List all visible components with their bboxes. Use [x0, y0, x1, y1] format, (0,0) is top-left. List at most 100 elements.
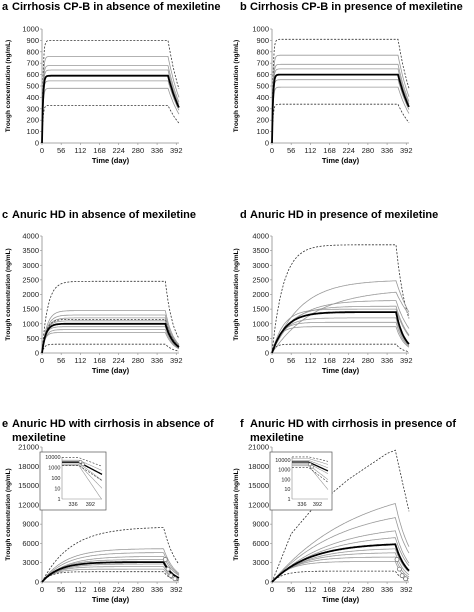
y-tick-label: 500 [256, 334, 269, 343]
x-tick-label: 280 [362, 585, 375, 594]
panel-title-continued: mexiletine [12, 432, 66, 444]
series-line-dashed [41, 571, 180, 583]
series-line-thin [271, 68, 410, 144]
x-tick-label: 336 [151, 585, 164, 594]
inset-series-line-thin [292, 460, 329, 469]
series-line-thin [271, 63, 410, 144]
x-tick-label: 56 [57, 585, 65, 594]
x-tick-label: 168 [323, 146, 336, 155]
panel-title: Cirrhosis CP-B in presence of mexiletine [250, 1, 463, 13]
y-axis-label: Trough concentration (ng/mL) [233, 40, 240, 132]
y-tick-label: 200 [256, 116, 269, 125]
x-axis-label: Time (day) [92, 156, 130, 165]
x-tick-label: 336 [381, 585, 394, 594]
x-tick-label: 112 [74, 356, 86, 365]
x-tick-label: 56 [287, 356, 295, 365]
y-tick-label: 500 [256, 82, 269, 91]
series-line-thin [41, 87, 180, 144]
x-axis-label: Time (day) [92, 366, 130, 375]
inset-f: 10000 1000 100 10 1 336 392 [269, 451, 333, 511]
series-line-dashed [41, 319, 180, 354]
y-tick-label: 9000 [22, 520, 39, 529]
series-line-dashed [41, 527, 180, 583]
series-line-bold [271, 73, 410, 144]
y-tick-label: 4000 [252, 232, 269, 241]
y-tick-label: 0 [265, 349, 269, 358]
series-line-thin [271, 79, 410, 144]
series-line-thin [41, 559, 180, 583]
y-tick-label: 12000 [248, 500, 269, 509]
x-tick-label: 0 [270, 585, 274, 594]
inset-y-tick-label: 100 [281, 477, 290, 483]
y-tick-label: 0 [35, 139, 39, 148]
y-tick-label: 2500 [22, 275, 39, 284]
y-tick-label: 2000 [252, 290, 269, 299]
series-line-thin [41, 566, 180, 583]
x-tick-label: 392 [400, 146, 413, 155]
panel-title: Anuric HD in absence of mexiletine [12, 209, 196, 221]
x-tick-label: 168 [323, 356, 336, 365]
x-tick-label: 0 [40, 356, 44, 365]
y-tick-label: 800 [26, 47, 39, 56]
inset-series-line-thin [62, 465, 103, 500]
y-tick-label: 3500 [22, 246, 39, 255]
inset-series-line-thin [292, 458, 329, 465]
series-line-thin [41, 65, 180, 144]
series-line-thin [271, 530, 410, 583]
inset-data-marker [310, 464, 314, 469]
series-line-thin [271, 86, 410, 144]
y-tick-label: 100 [26, 127, 39, 136]
y-tick-label: 3500 [252, 246, 269, 255]
y-tick-label: 600 [26, 70, 39, 79]
x-tick-label: 0 [270, 146, 274, 155]
inset-x-tick-label: 392 [313, 502, 322, 508]
y-tick-label: 0 [265, 578, 269, 587]
panel-title: Anuric HD in presence of mexiletine [250, 209, 438, 221]
y-tick-label: 700 [256, 59, 269, 68]
x-tick-label: 224 [112, 146, 125, 155]
x-tick-label: 336 [151, 146, 164, 155]
panel-letter: e [2, 418, 8, 430]
y-tick-label: 0 [35, 578, 39, 587]
y-axis-label: Trough concentration (ng/mL) [233, 468, 240, 560]
x-tick-label: 168 [323, 585, 336, 594]
series-line-bold [271, 311, 410, 354]
y-tick-label: 600 [256, 70, 269, 79]
y-tick-label: 21000 [18, 443, 39, 452]
inset-y-tick-label: 1 [287, 497, 290, 503]
data-marker [394, 557, 400, 562]
series-line-dashed [271, 449, 410, 583]
y-axis-label: Trough concentration (ng/mL) [5, 248, 12, 340]
x-tick-label: 336 [151, 356, 164, 365]
y-tick-label: 200 [26, 116, 39, 125]
panel-title: Anuric HD with cirrhosis in presence of [250, 418, 456, 430]
panel-letter: d [240, 209, 247, 221]
series-line-thin [271, 317, 410, 354]
series-line-thin [41, 314, 180, 354]
inset-x-tick-label: 336 [68, 502, 77, 508]
series-line-bold [41, 74, 180, 144]
panel-letter: c [2, 209, 8, 221]
x-tick-label: 280 [132, 356, 145, 365]
x-tick-label: 392 [170, 585, 183, 594]
y-tick-label: 1000 [22, 25, 39, 34]
series-line-thin [271, 291, 410, 354]
x-tick-label: 280 [132, 585, 145, 594]
series-line-dashed [41, 343, 180, 354]
series-line-thin [41, 69, 180, 144]
inset-y-tick-label: 10 [54, 487, 60, 493]
data-marker [165, 566, 171, 572]
y-tick-label: 15000 [248, 481, 269, 490]
y-tick-label: 2000 [22, 290, 39, 299]
panel-e: e Anuric HD with cirrhosis in absence of m… [2, 418, 214, 604]
y-tick-label: 18000 [248, 462, 269, 471]
data-marker [168, 573, 174, 578]
x-tick-label: 224 [112, 585, 125, 594]
y-tick-label: 900 [26, 36, 39, 45]
series-line-thin [41, 548, 180, 583]
y-tick-label: 4000 [22, 232, 39, 241]
y-tick-label: 2500 [252, 275, 269, 284]
series-line-dashed [271, 570, 410, 583]
y-tick-label: 500 [26, 82, 39, 91]
inset-series-line-dashed [292, 456, 329, 462]
